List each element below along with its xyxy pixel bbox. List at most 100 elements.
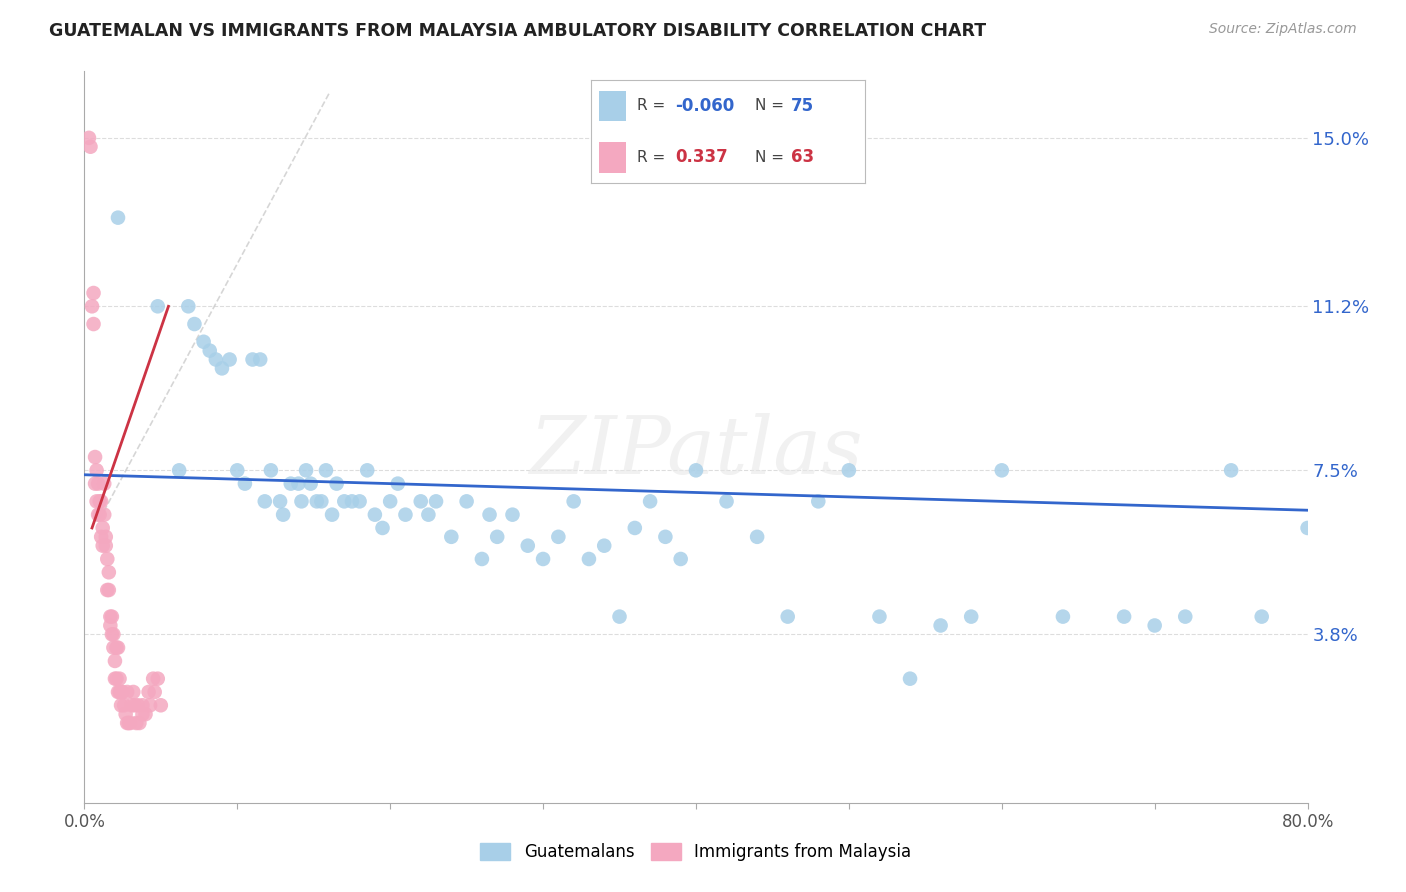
Bar	[599, 142, 626, 173]
Point	[193, 334, 215, 349]
Point	[1250, 609, 1272, 624]
Point	[91, 539, 114, 553]
Point	[103, 627, 125, 641]
Point	[97, 566, 120, 580]
Point	[98, 609, 121, 624]
Point	[315, 463, 337, 477]
Point	[138, 685, 160, 699]
Point	[716, 494, 738, 508]
Point	[654, 530, 676, 544]
Point	[478, 508, 501, 522]
Point	[94, 539, 117, 553]
Point	[1143, 618, 1166, 632]
Point	[118, 716, 141, 731]
Point	[287, 476, 309, 491]
Point	[77, 131, 100, 145]
Point	[609, 609, 631, 624]
Point	[356, 463, 378, 477]
Point	[105, 640, 128, 655]
Point	[471, 552, 494, 566]
Point	[84, 476, 107, 491]
Point	[146, 672, 169, 686]
Point	[898, 672, 921, 686]
Point	[93, 508, 115, 522]
Point	[111, 685, 134, 699]
Point	[371, 521, 394, 535]
Point	[89, 508, 111, 522]
Point	[807, 494, 830, 508]
Point	[183, 317, 205, 331]
Point	[290, 494, 312, 508]
Point	[578, 552, 600, 566]
Point	[425, 494, 447, 508]
Point	[1052, 609, 1074, 624]
Point	[167, 463, 190, 477]
Point	[638, 494, 661, 508]
Text: N =: N =	[755, 150, 789, 165]
Point	[127, 698, 149, 713]
Bar	[599, 91, 626, 121]
Point	[87, 476, 110, 491]
Point	[295, 463, 318, 477]
Point	[94, 530, 117, 544]
Point	[198, 343, 221, 358]
Text: Source: ZipAtlas.com: Source: ZipAtlas.com	[1209, 22, 1357, 37]
Point	[305, 494, 328, 508]
Point	[253, 494, 276, 508]
Point	[364, 508, 387, 522]
Point	[226, 463, 249, 477]
Point	[89, 494, 111, 508]
Point	[502, 508, 524, 522]
Point	[321, 508, 343, 522]
Point	[838, 463, 860, 477]
Point	[122, 685, 145, 699]
Point	[380, 494, 402, 508]
Text: 63: 63	[790, 148, 814, 166]
Point	[146, 299, 169, 313]
Point	[120, 716, 142, 731]
Point	[1114, 609, 1136, 624]
Point	[269, 494, 291, 508]
Text: GUATEMALAN VS IMMIGRANTS FROM MALAYSIA AMBULATORY DISABILITY CORRELATION CHART: GUATEMALAN VS IMMIGRANTS FROM MALAYSIA A…	[49, 22, 987, 40]
Point	[142, 672, 165, 686]
Point	[333, 494, 356, 508]
Point	[242, 352, 264, 367]
Point	[114, 707, 136, 722]
Point	[104, 654, 127, 668]
Point	[280, 476, 302, 491]
Text: R =: R =	[637, 98, 671, 113]
Point	[93, 476, 115, 491]
Point	[112, 698, 135, 713]
Point	[249, 352, 271, 367]
Point	[991, 463, 1014, 477]
Point	[103, 640, 125, 655]
Point	[96, 552, 118, 566]
Text: 75: 75	[790, 97, 814, 115]
Point	[685, 463, 707, 477]
Point	[91, 521, 114, 535]
Point	[96, 582, 118, 597]
Point	[115, 716, 138, 731]
Point	[271, 508, 294, 522]
Point	[1220, 463, 1243, 477]
Point	[110, 698, 132, 713]
Text: 0.337: 0.337	[675, 148, 728, 166]
Text: -0.060: -0.060	[675, 97, 735, 115]
Point	[531, 552, 554, 566]
Point	[311, 494, 333, 508]
Point	[340, 494, 363, 508]
Point	[211, 361, 233, 376]
Point	[83, 285, 105, 300]
Point	[107, 685, 129, 699]
Point	[124, 698, 146, 713]
Point	[101, 627, 124, 641]
Point	[90, 530, 112, 544]
Point	[107, 640, 129, 655]
Point	[205, 352, 228, 367]
Point	[456, 494, 478, 508]
Text: R =: R =	[637, 150, 671, 165]
Point	[139, 698, 162, 713]
Point	[562, 494, 585, 508]
Point	[516, 539, 538, 553]
Point	[86, 494, 108, 508]
